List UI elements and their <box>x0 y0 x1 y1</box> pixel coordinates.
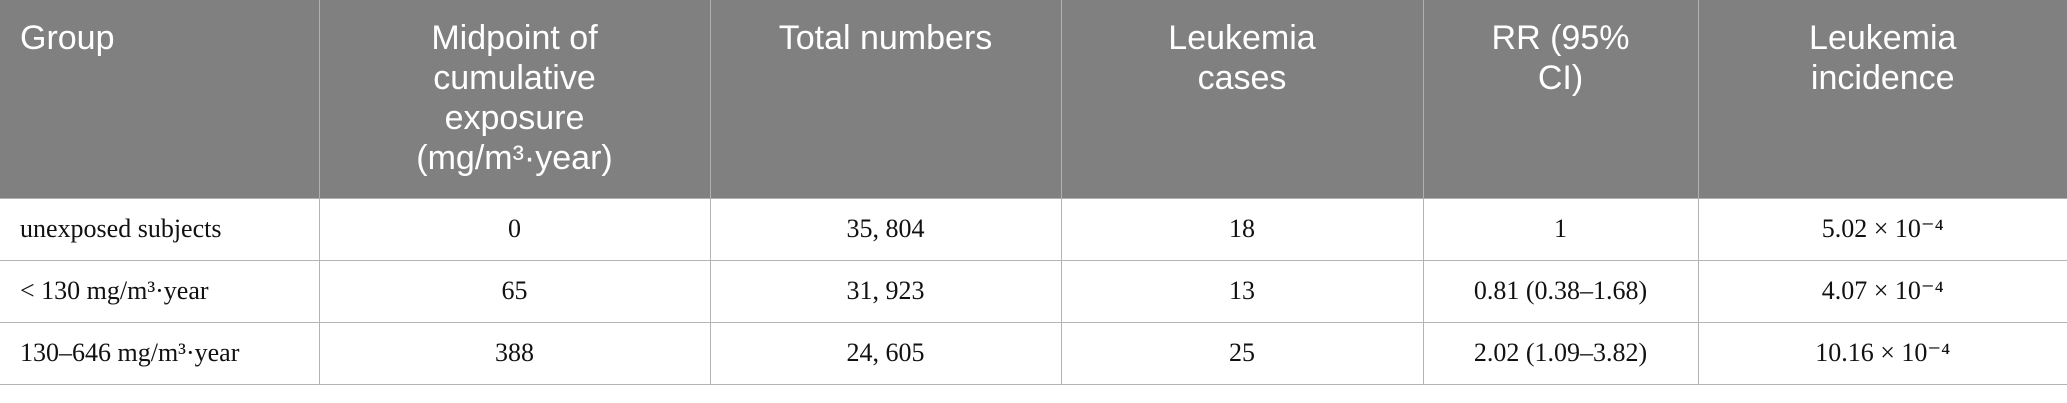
table-cell: unexposed subjects <box>0 197 320 261</box>
table-body: unexposed subjects 0 35, 804 18 1 5.02 × 10⁻⁴… <box>0 197 2067 385</box>
header-cell: Leukemia cases <box>1061 0 1424 199</box>
header-cell: Group <box>0 0 320 199</box>
table-cell: 1 <box>1422 197 1699 261</box>
table-cell: 0.81 (0.38–1.68) <box>1422 259 1699 323</box>
header-cell: Midpoint of cumulative exposure (mg/m³·y… <box>319 0 711 199</box>
header-cell: Leukemia incidence <box>1698 0 2067 199</box>
table-cell: 24, 605 <box>709 321 1062 385</box>
table-cell: 10.16 × 10⁻⁴ <box>1697 321 2067 385</box>
table-cell: 35, 804 <box>709 197 1062 261</box>
table-cell: 0 <box>318 197 711 261</box>
header-cell: Total numbers <box>710 0 1062 199</box>
table-cell: 25 <box>1060 321 1424 385</box>
table-cell: 13 <box>1060 259 1424 323</box>
table-row: 130–646 mg/m³·year 388 24, 605 25 2.02 (1.09… <box>0 321 2067 385</box>
table-cell: 5.02 × 10⁻⁴ <box>1697 197 2067 261</box>
table-cell: 388 <box>318 321 711 385</box>
table-cell: 130–646 mg/m³·year <box>0 321 320 385</box>
table-header: Group Midpoint of cumulative exposure (mg… <box>0 0 2067 199</box>
table-cell: < 130 mg/m³·year <box>0 259 320 323</box>
table-cell: 2.02 (1.09–3.82) <box>1422 321 1699 385</box>
table-row: < 130 mg/m³·year 65 31, 923 13 0.81 (0.38–1.… <box>0 259 2067 323</box>
header-cell: RR (95% CI) <box>1423 0 1699 199</box>
table-cell: 65 <box>318 259 711 323</box>
table-cell: 4.07 × 10⁻⁴ <box>1697 259 2067 323</box>
table-cell: 31, 923 <box>709 259 1062 323</box>
table-row: unexposed subjects 0 35, 804 18 1 5.02 × 10⁻⁴ <box>0 197 2067 261</box>
data-table: Group Midpoint of cumulative exposure (mg… <box>0 0 2067 385</box>
table-cell: 18 <box>1060 197 1424 261</box>
header-row: Group Midpoint of cumulative exposure (mg… <box>0 0 2067 199</box>
